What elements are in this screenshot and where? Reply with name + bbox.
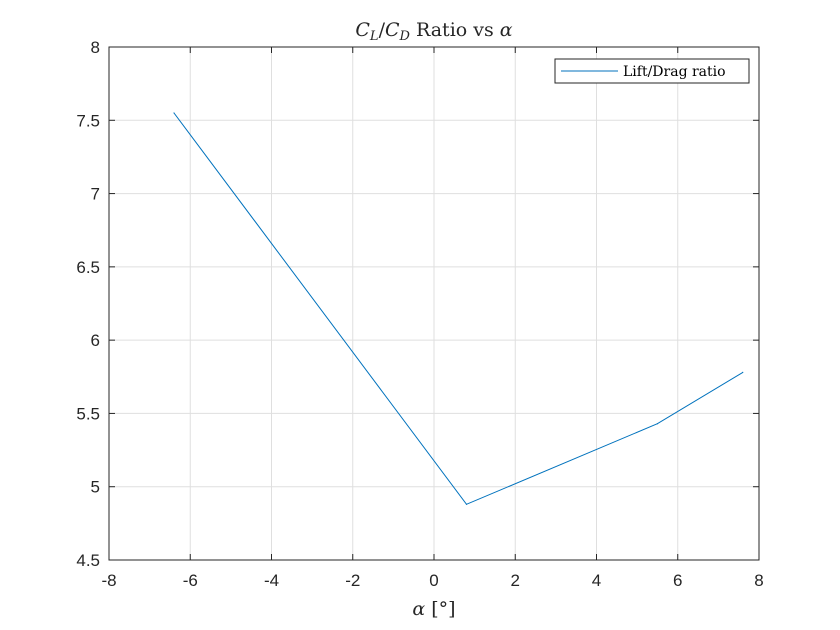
title-text: Ratio vs — [410, 19, 500, 41]
y-tick-label: 8 — [91, 38, 100, 57]
tick-labels: -8 -6 -4 -2 0 2 4 6 8 4.5 5 5.5 6 6.5 7 7.5 8 — [76, 38, 763, 590]
y-tick-label: 7 — [91, 185, 100, 204]
data-point — [742, 371, 744, 373]
data-point — [656, 423, 659, 425]
series-line — [173, 112, 744, 505]
x-axis-label: α [°] — [412, 598, 455, 620]
y-tick-label: 7.5 — [76, 111, 100, 130]
y-tick-label: 5.5 — [76, 404, 100, 423]
series-layer — [173, 112, 744, 505]
y-tick-label: 6.5 — [76, 258, 100, 277]
grid — [109, 47, 759, 560]
title-cd: C — [385, 19, 400, 41]
y-tick-label: 5 — [91, 478, 100, 497]
chart-title: CL/CD Ratio vs α — [355, 19, 512, 44]
legend-label: Lift/Drag ratio — [623, 64, 726, 80]
legend: Lift/Drag ratio — [554, 58, 750, 84]
x-label-unit: [°] — [425, 598, 455, 620]
y-tick-label: 4.5 — [76, 551, 100, 570]
title-slash: / — [379, 19, 386, 41]
data-point — [173, 112, 175, 114]
x-tick-label: 4 — [592, 571, 601, 590]
x-tick-label: 2 — [511, 571, 520, 590]
title-cd-sub: D — [399, 29, 411, 44]
title-cl-sub: L — [369, 29, 379, 44]
data-point — [465, 503, 468, 505]
y-tick-label: 6 — [91, 331, 100, 350]
x-tick-label: -4 — [264, 571, 279, 590]
x-tick-label: -6 — [183, 571, 198, 590]
x-tick-label: -8 — [101, 571, 116, 590]
x-tick-label: 6 — [673, 571, 682, 590]
title-alpha: α — [500, 19, 513, 41]
title-cl: C — [355, 19, 370, 41]
x-tick-label: 8 — [754, 571, 763, 590]
x-tick-label: -2 — [345, 571, 360, 590]
ticks — [108, 46, 760, 561]
x-label-alpha: α — [412, 598, 425, 620]
x-tick-label: 0 — [429, 571, 438, 590]
